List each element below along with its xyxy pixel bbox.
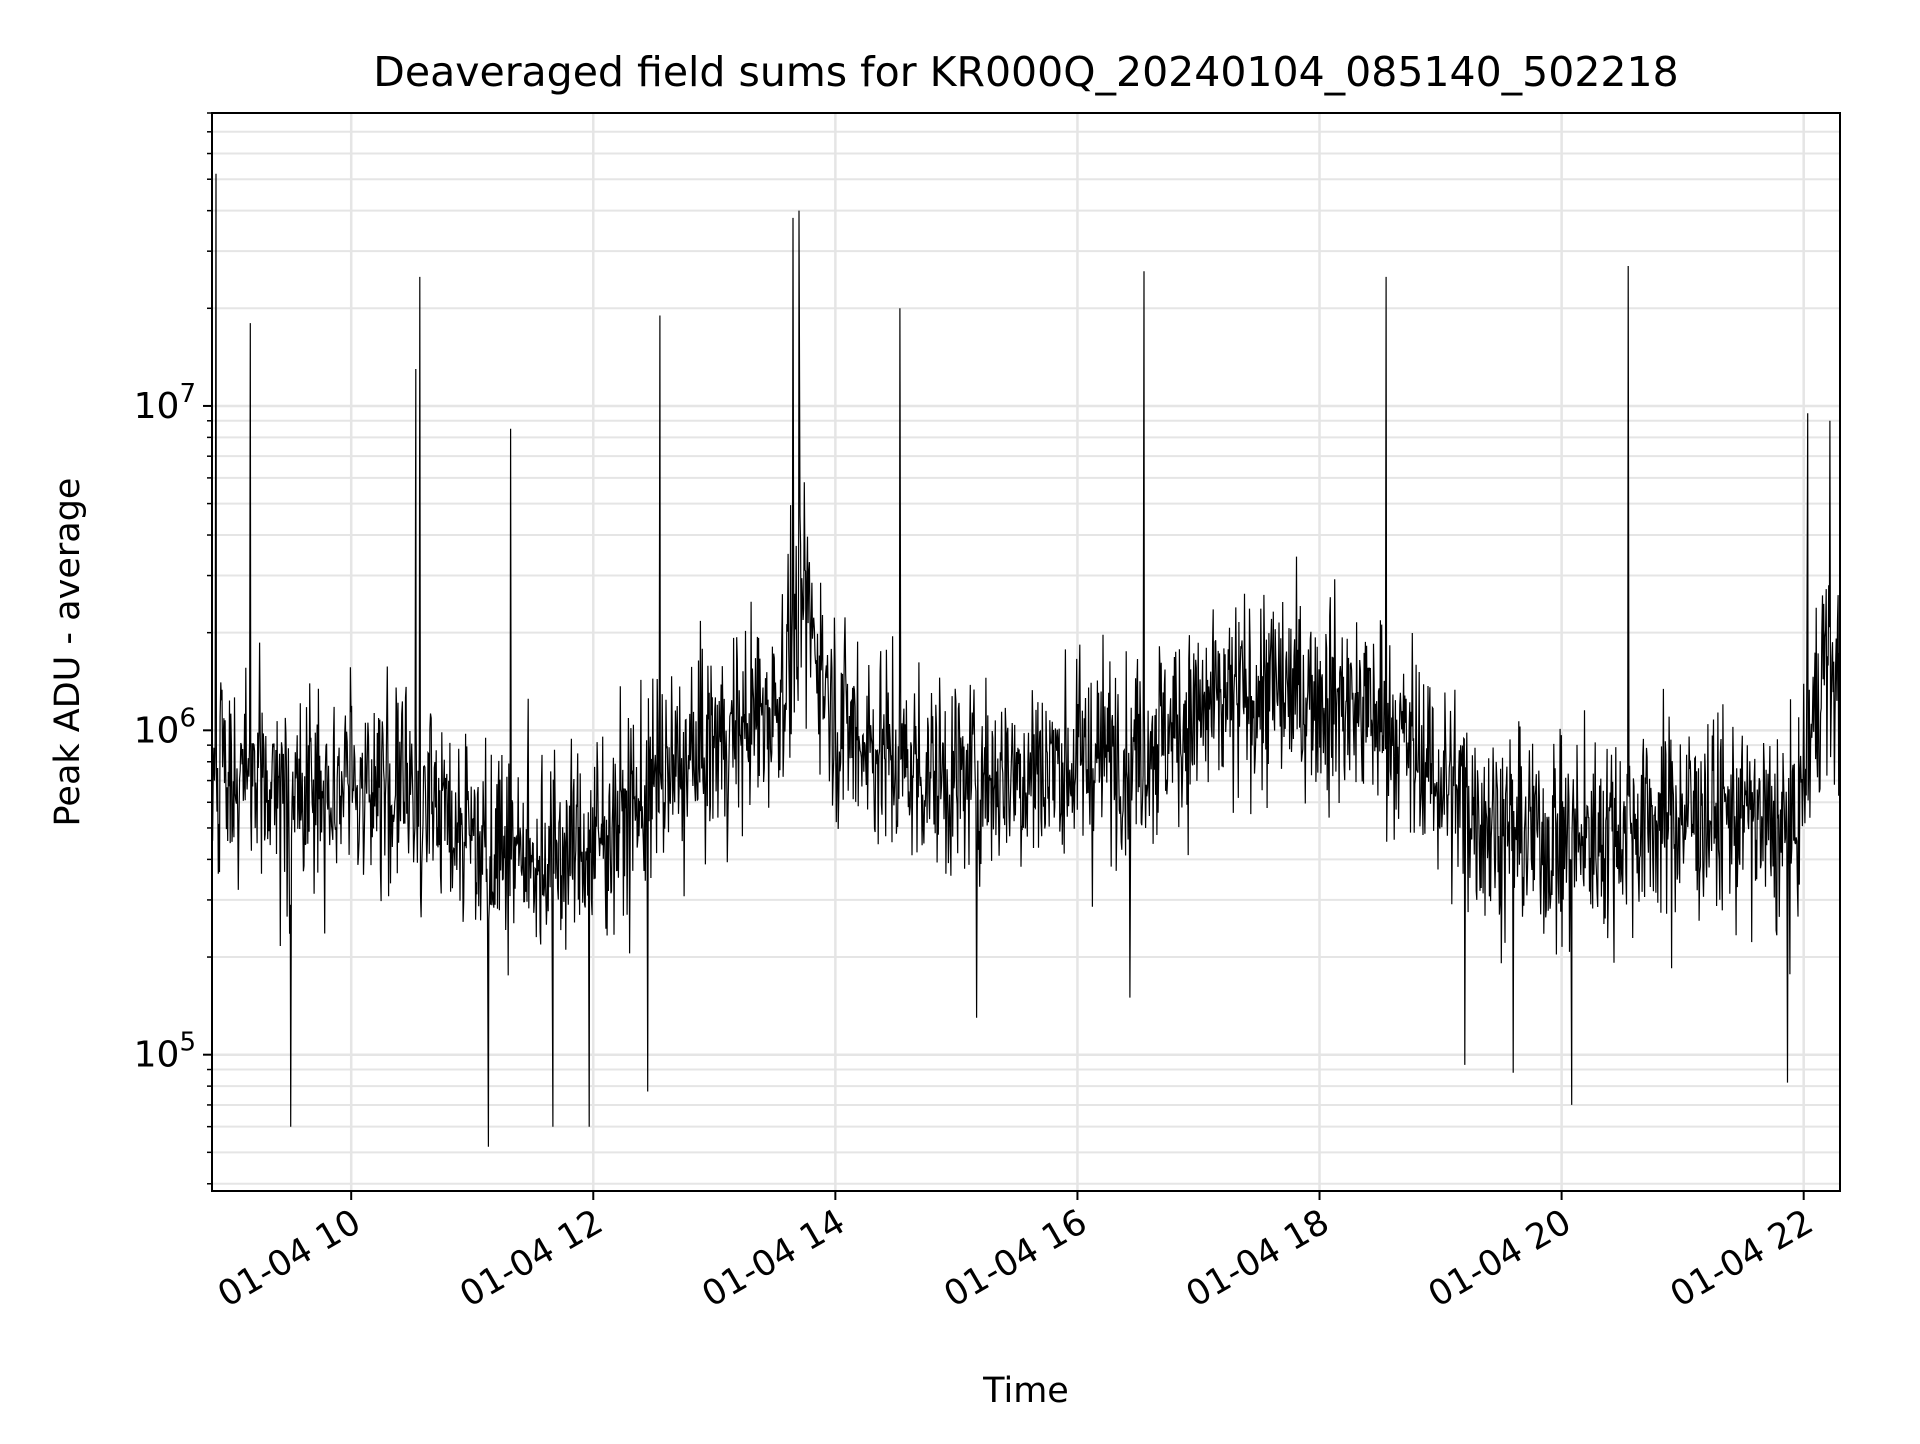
y-tick-label: 106 [134,703,196,751]
y-axis-label: Peak ADU - average [48,478,88,827]
plot-area-frame [211,112,1841,1192]
series-line [211,173,1841,1147]
major-gridlines [212,113,1840,1191]
x-axis-label: Time [982,1371,1069,1411]
series-layer [211,173,1841,1147]
chart-title: Deaveraged field sums for KR000Q_2024010… [373,48,1678,96]
